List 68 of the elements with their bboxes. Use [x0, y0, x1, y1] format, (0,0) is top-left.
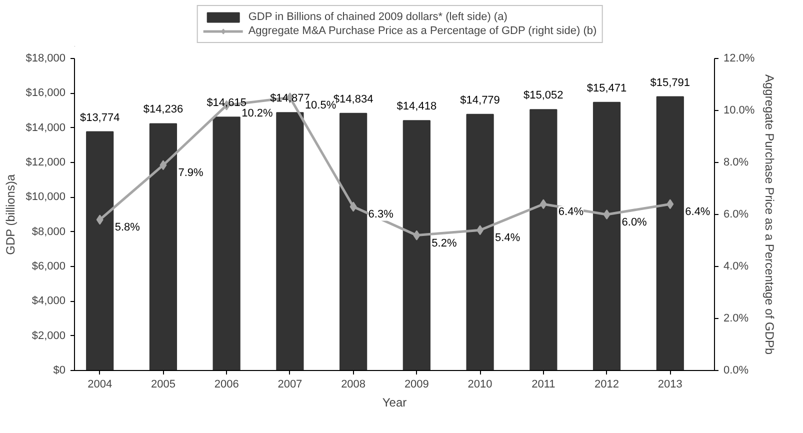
x-tick-label: 2012: [594, 378, 620, 390]
y-axis-title: GDP (billions)a: [4, 174, 18, 255]
x-tick-label: 2011: [532, 378, 556, 390]
data-label: $14,236: [143, 104, 184, 116]
x-tick-label: 2013: [658, 378, 682, 390]
bar: [402, 120, 430, 370]
y2-tick-label: 12.0%: [724, 52, 755, 64]
data-label: 6.3%: [368, 208, 394, 221]
point: [96, 214, 104, 225]
data-label: 6.0%: [622, 216, 648, 228]
x-tick-label: 2010: [468, 378, 492, 390]
data-label: 10.5%: [304, 100, 336, 112]
point: [476, 225, 484, 236]
x-tick-label: 2009: [404, 378, 429, 390]
data-label: $13,774: [80, 112, 120, 124]
bar: [86, 131, 114, 370]
bar: [149, 123, 178, 370]
y2-tick-label: 6.0%: [724, 208, 749, 220]
data-label: $14,418: [396, 100, 437, 113]
data-label: 7.9%: [178, 167, 204, 180]
bar: [340, 112, 368, 370]
x-axis-title: Year: [382, 396, 407, 410]
y-tick-label: $0: [53, 364, 66, 376]
data-label: 5.2%: [432, 237, 457, 250]
x-tick-label: 2008: [341, 378, 366, 390]
data-label: $15,052: [524, 90, 564, 102]
y2-axis-title: Aggregate Purchase Price as a Percentage of GDPb: [762, 74, 777, 355]
x-tick-label: 2004: [88, 378, 112, 390]
x-tick-label: 2007: [278, 378, 302, 390]
y2-tick-label: 2.0%: [724, 312, 749, 324]
y-tick-label: $12,000: [26, 156, 66, 168]
data-label: $14,615: [206, 97, 246, 110]
bar: [466, 114, 494, 370]
y2-tick-label: 0.0%: [724, 364, 749, 376]
y2-tick-label: 8.0%: [724, 156, 749, 168]
y-tick-label: $14,000: [26, 122, 66, 134]
y-tick-label: $16,000: [26, 87, 66, 100]
y2-tick-label: 10.0%: [724, 104, 755, 116]
point: [666, 199, 674, 210]
bar: [656, 96, 684, 370]
y-tick-label: $2,000: [32, 330, 66, 342]
data-label: $15,471: [586, 82, 627, 94]
y-tick-label: $10,000: [26, 191, 66, 204]
bar: [276, 112, 304, 370]
y-tick-label: $18,000: [26, 52, 66, 64]
legend-label: GDP in Billions of chained 2009 dollars* (left side) (a): [248, 11, 508, 23]
y-tick-label: $4,000: [32, 295, 66, 308]
data-label: 6.4%: [558, 206, 584, 218]
x-tick-label: 2006: [214, 378, 239, 390]
legend-label: Aggregate M&A Purchase Price as a Percentage of GDP (right side) (b): [248, 25, 597, 37]
data-label: 6.4%: [685, 206, 710, 218]
data-label: $15,791: [650, 76, 690, 89]
point: [603, 210, 610, 220]
point: [540, 199, 547, 210]
y-tick-label: $6,000: [32, 260, 66, 272]
point: [350, 202, 357, 212]
bar: [592, 102, 621, 370]
y2-tick-label: 4.0%: [724, 260, 749, 272]
data-label: 10.2%: [242, 107, 273, 120]
y-tick-label: $8,000: [32, 226, 66, 238]
data-label: 5.8%: [114, 222, 140, 234]
bar: [212, 116, 240, 370]
point: [160, 160, 167, 170]
data-label: $14,779: [460, 94, 500, 106]
x-tick-label: 2005: [150, 378, 176, 390]
data-label: 5.4%: [495, 232, 520, 244]
bar: [530, 109, 558, 370]
point: [413, 230, 420, 240]
